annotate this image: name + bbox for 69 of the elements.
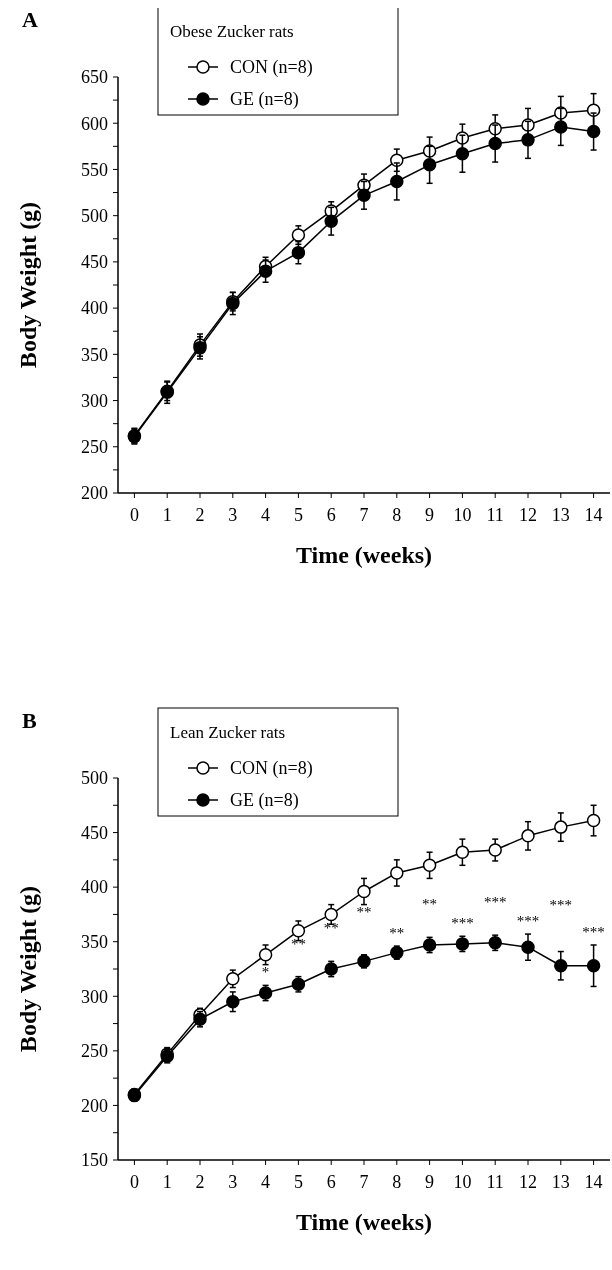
y-tick-label: 200 <box>81 1095 108 1116</box>
legend-label: CON (n=8) <box>230 758 313 780</box>
x-tick-label: 3 <box>228 1172 238 1192</box>
x-tick-label: 12 <box>519 1172 537 1192</box>
y-axis-title: Body Weight (g) <box>15 201 41 369</box>
y-axis-title: Body Weight (g) <box>15 885 41 1053</box>
annotation: *** <box>549 897 573 914</box>
y-tick-label: 400 <box>81 877 108 898</box>
x-tick-label: 10 <box>453 1172 472 1192</box>
annotation: *** <box>516 913 540 930</box>
x-tick-label: 1 <box>162 505 172 525</box>
y-tick-label: 450 <box>81 252 108 273</box>
x-tick-label: 0 <box>129 1172 139 1192</box>
x-tick-label: 7 <box>359 505 369 525</box>
x-tick-label: 11 <box>486 505 504 525</box>
x-tick-label: 9 <box>425 505 435 525</box>
y-tick-label: 600 <box>81 113 108 134</box>
y-tick-label: 250 <box>81 1041 108 1062</box>
x-tick-label: 14 <box>584 505 603 525</box>
y-tick-label: 350 <box>81 344 108 365</box>
y-tick-label: 500 <box>81 205 108 226</box>
legend-label: GE (n=8) <box>230 89 299 111</box>
y-tick-label: 400 <box>81 298 108 319</box>
annotation: * <box>261 964 270 981</box>
y-tick-label: 450 <box>81 822 108 843</box>
x-axis-title: Time (weeks) <box>295 1209 433 1235</box>
x-tick-label: 5 <box>293 505 303 525</box>
x-tick-label: 3 <box>228 505 238 525</box>
legend-label: CON (n=8) <box>230 57 313 79</box>
chart-title: B <box>22 708 37 733</box>
y-tick-label: 300 <box>81 390 108 411</box>
x-tick-label: 2 <box>195 505 205 525</box>
annotation: ** <box>356 903 372 920</box>
x-tick-label: 1 <box>162 1172 172 1192</box>
annotation: ** <box>389 925 405 942</box>
annotation: ** <box>422 896 438 913</box>
y-tick-label: 500 <box>81 768 108 789</box>
x-tick-label: 4 <box>261 1172 271 1192</box>
legend-label: GE (n=8) <box>230 790 299 812</box>
x-tick-label: 8 <box>392 505 402 525</box>
x-tick-label: 2 <box>195 1172 205 1192</box>
chart-title: A <box>22 7 38 32</box>
y-tick-label: 650 <box>81 67 108 88</box>
y-tick-label: 150 <box>81 1150 108 1171</box>
x-tick-label: 11 <box>486 1172 504 1192</box>
x-tick-label: 12 <box>519 505 537 525</box>
y-tick-label: 350 <box>81 932 108 953</box>
annotation: *** <box>483 894 507 911</box>
x-tick-label: 14 <box>584 1172 603 1192</box>
x-tick-label: 5 <box>293 1172 303 1192</box>
x-tick-label: 7 <box>359 1172 369 1192</box>
annotation: *** <box>451 915 474 932</box>
x-tick-label: 0 <box>129 505 139 525</box>
x-tick-label: 6 <box>326 505 336 525</box>
x-tick-label: 4 <box>261 505 271 525</box>
x-tick-label: 10 <box>453 505 472 525</box>
x-tick-label: 13 <box>551 1172 570 1192</box>
legend-title: Lean Zucker rats <box>170 723 286 742</box>
x-tick-label: 8 <box>392 1172 402 1192</box>
y-tick-label: 250 <box>81 437 108 458</box>
x-tick-label: 13 <box>551 505 570 525</box>
annotation: *** <box>582 923 605 940</box>
x-tick-label: 6 <box>326 1172 336 1192</box>
y-tick-label: 300 <box>81 986 108 1007</box>
y-tick-label: 550 <box>81 159 108 180</box>
x-axis-title: Time (weeks) <box>295 542 433 568</box>
legend-title: Obese Zucker rats <box>170 22 294 41</box>
y-tick-label: 200 <box>81 483 108 504</box>
x-tick-label: 9 <box>425 1172 435 1192</box>
